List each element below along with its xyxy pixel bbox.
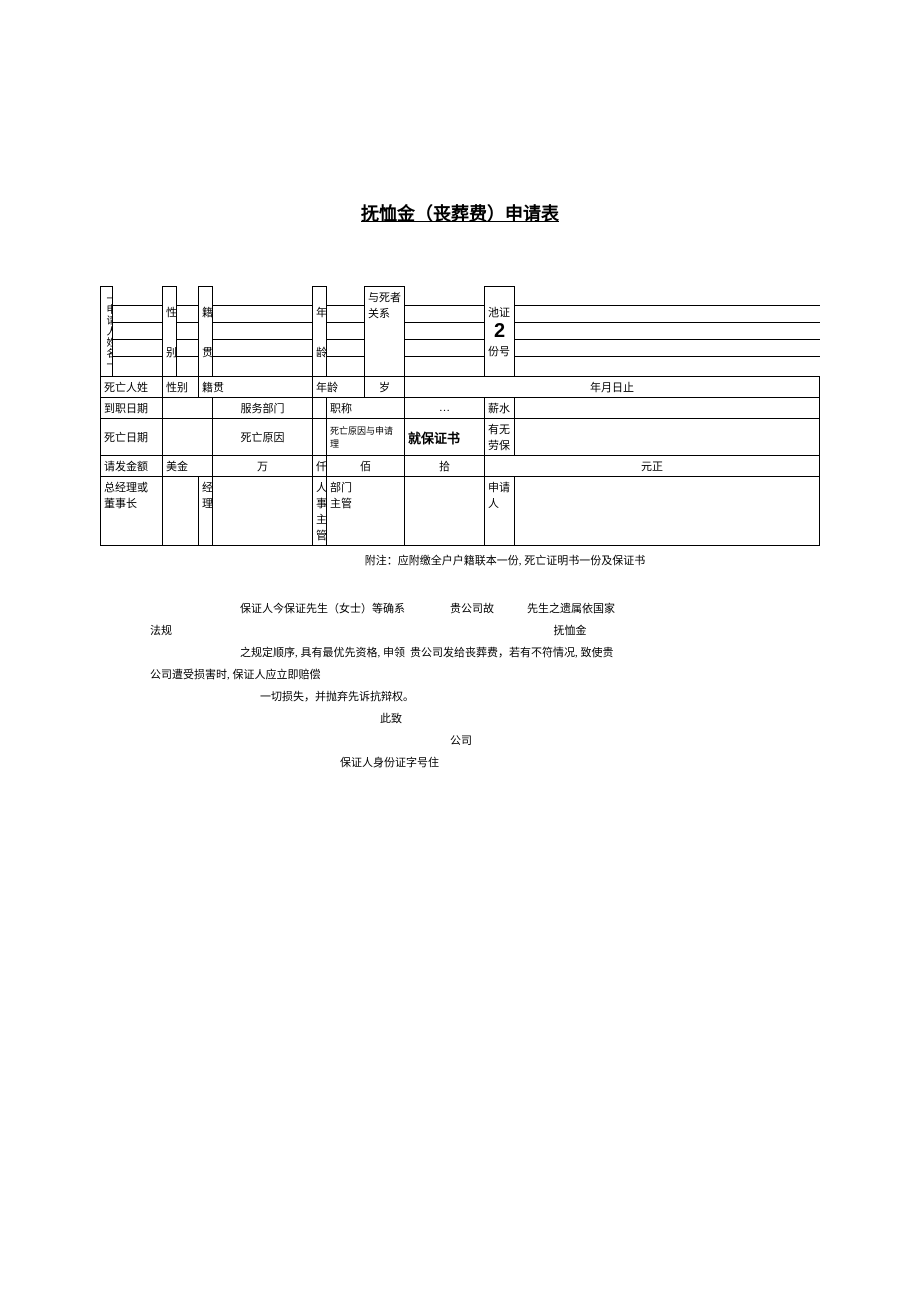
- guarantee-l6: 此致: [130, 708, 790, 730]
- labor-label: 有无劳保: [485, 419, 515, 456]
- employ-date-label: 到职日期: [101, 398, 163, 419]
- qian-label: 仟: [313, 456, 327, 477]
- labor-value: [515, 419, 820, 456]
- salary-value: [515, 398, 820, 419]
- deceased-name-label: 死亡人姓: [101, 377, 163, 398]
- title-label: 职称: [327, 398, 405, 419]
- manager-label: 经 理: [199, 477, 213, 546]
- origin-label: 籍 贯: [199, 287, 213, 377]
- origin-value: [213, 287, 313, 377]
- deceased-origin-label: 籍贯: [199, 377, 313, 398]
- application-form-table: 一申请人姓名一 性 别 籍 贯 年 龄 与死者 关系: [100, 286, 820, 546]
- applicant-name-value: [113, 287, 163, 377]
- bai-label: 佰: [327, 456, 405, 477]
- shi-label: 拾: [405, 456, 485, 477]
- document-title: 抚恤金（丧葬费）申请表: [100, 200, 820, 226]
- guarantee-l3-right: 贵公司发给丧葬费，若有不符情况, 致使贵: [410, 642, 790, 664]
- deceased-age-label: 年龄: [313, 377, 365, 398]
- death-reason-apply-label: 死亡原因与申请理: [327, 419, 405, 456]
- cert-label: 就保证书: [405, 419, 485, 456]
- deceased-age-unit: 岁: [365, 377, 405, 398]
- age-value: [327, 287, 365, 377]
- death-reason-label: 死亡原因: [213, 419, 313, 456]
- death-reason-value: [313, 419, 327, 456]
- deceased-gender-label: 性别: [163, 377, 199, 398]
- id-label: 池证 2 份号: [485, 287, 515, 377]
- footnote-text: 附注：应附缴全户户籍联本一份, 死亡证明书一份及保证书: [100, 552, 820, 568]
- guarantee-l7: 公司: [130, 730, 790, 752]
- age-label: 年 龄: [313, 287, 327, 377]
- id-value: [515, 287, 820, 377]
- guarantee-l3-left: 之规定顺序, 具有最优先资格, 申领: [130, 642, 410, 664]
- gm-label: 总经理或 董事长: [101, 477, 163, 546]
- dept-super-value: [405, 477, 485, 546]
- currency-label: 美金: [163, 456, 213, 477]
- gender-label: 性 别: [163, 287, 177, 377]
- applicant-sign-value: [515, 477, 820, 546]
- hr-label: 人事 主管: [313, 477, 327, 546]
- guarantee-l1-left: 保证人今保证先生（女士）等确系: [130, 598, 410, 620]
- dept-super-label: 部门 主管: [327, 477, 405, 546]
- salary-label: 薪水: [485, 398, 515, 419]
- guarantee-l1-right: 贵公司故 先生之遗属依国家: [410, 598, 790, 620]
- dept-label: 服务部门: [213, 398, 313, 419]
- guarantee-l5: 一切损失，并抛弃先诉抗辩权。: [130, 686, 790, 708]
- applicant-name-label: 一申请人姓名一: [101, 287, 113, 377]
- gender-value: [177, 287, 199, 377]
- death-date-value: [163, 419, 213, 456]
- amount-label: 请发金额: [101, 456, 163, 477]
- guarantee-section: 保证人今保证先生（女士）等确系 贵公司故 先生之遗属依国家 法规 抚恤金 之规定…: [100, 598, 820, 774]
- gm-value: [163, 477, 199, 546]
- guarantee-l8: 保证人身份证字号住: [130, 752, 790, 774]
- employ-date-value: [163, 398, 213, 419]
- relation-label: 与死者 关系: [365, 287, 405, 377]
- guarantee-l2-right: 抚恤金: [250, 620, 790, 642]
- wan-label: 万: [213, 456, 313, 477]
- guarantee-l2-left: 法规: [130, 620, 250, 642]
- yuan-label: 元正: [485, 456, 820, 477]
- dept-value: [313, 398, 327, 419]
- guarantee-l4: 公司遭受损害时, 保证人应立即赔偿: [130, 664, 790, 686]
- manager-value: [213, 477, 313, 546]
- applicant-sign-label: 申请 人: [485, 477, 515, 546]
- relation-value: [405, 287, 485, 377]
- death-date-label: 死亡日期: [101, 419, 163, 456]
- date-until-label: 年月日止: [405, 377, 820, 398]
- title-ellipsis: …: [405, 398, 485, 419]
